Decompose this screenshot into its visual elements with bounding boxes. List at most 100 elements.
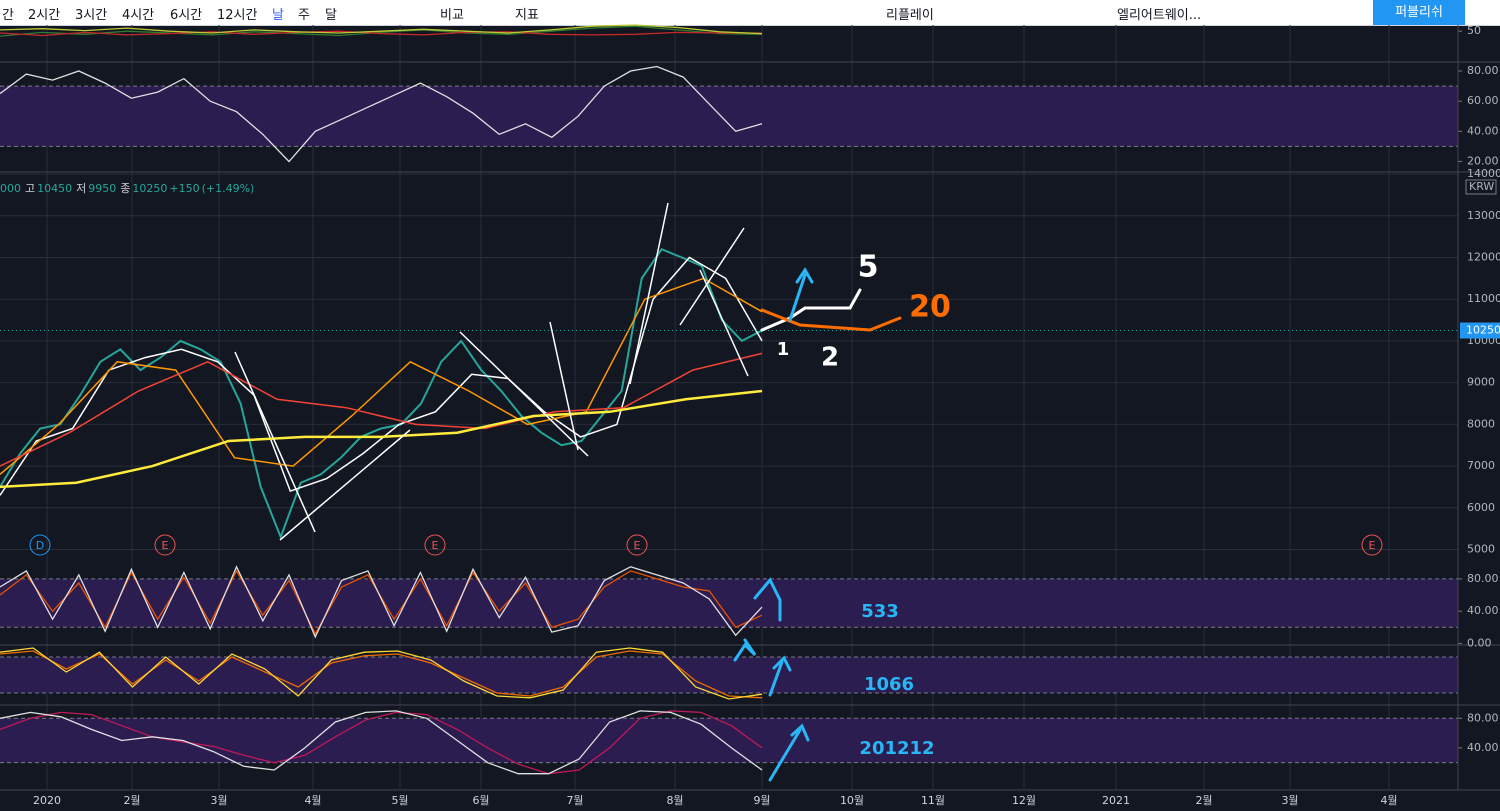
annotation: 2 — [821, 343, 839, 373]
last-price-label: 10250 — [1466, 324, 1500, 337]
y-tick-label: 7000 — [1467, 459, 1495, 472]
event-label: E — [634, 539, 641, 552]
drawing — [760, 308, 902, 332]
x-tick-label: 6월 — [472, 794, 489, 807]
x-tick-label: 8월 — [666, 794, 683, 807]
series-line — [0, 25, 763, 37]
y-tick-label: 11000 — [1467, 292, 1500, 305]
currency: KRW — [1469, 180, 1494, 193]
x-tick-label: 10월 — [840, 794, 864, 807]
annotation: 533 — [861, 601, 899, 622]
y-tick-label: 80.00 — [1467, 711, 1499, 724]
interval[interactable]: 간 — [2, 8, 14, 23]
ohlc-header: 000 고 10450 저 9950 종 10250 +150 (+1.49%) — [0, 182, 254, 195]
series-line — [0, 389, 763, 489]
interval[interactable]: 12시간 — [217, 8, 258, 23]
annotation: 20 — [909, 290, 951, 325]
trend-line — [459, 331, 589, 457]
event-label: D — [36, 539, 44, 552]
ohlc-high_label: 고 — [25, 182, 35, 195]
event-label: E — [162, 539, 169, 552]
ohlc-high: 10450 — [37, 182, 72, 195]
event-label: E — [1369, 539, 1376, 552]
ohlc-change: +150 — [169, 182, 199, 195]
band — [0, 657, 1458, 693]
interval[interactable]: 6시간 — [170, 8, 203, 23]
annotation: 1066 — [864, 674, 914, 695]
drawing — [733, 638, 757, 662]
series-line — [0, 647, 763, 700]
drawing — [768, 655, 792, 697]
replay[interactable]: 리플레이 — [886, 8, 934, 23]
ohlc-low_label: 저 — [76, 182, 86, 195]
event-marker — [154, 534, 176, 556]
y-tick-label: 40.00 — [1467, 604, 1499, 617]
ohlc-prefix: 000 — [0, 182, 21, 195]
x-tick-label: 2월 — [123, 794, 140, 807]
interval[interactable]: 달 — [325, 8, 337, 23]
interval[interactable]: 4시간 — [122, 8, 155, 23]
series-line — [0, 710, 763, 775]
trend-line — [699, 269, 749, 377]
y-tick-label: 40.00 — [1467, 741, 1499, 754]
series-line — [0, 30, 762, 37]
y-tick-label: 80.00 — [1467, 64, 1499, 77]
interval[interactable]: 3시간 — [75, 8, 108, 23]
x-tick-label: 4월 — [304, 794, 321, 807]
interval[interactable]: 2시간 — [28, 8, 61, 23]
last-price-box — [1460, 322, 1500, 339]
x-tick-label: 3월 — [1281, 794, 1298, 807]
ohlc-low: 9950 — [88, 182, 116, 195]
x-tick-label: 11월 — [921, 794, 945, 807]
y-tick-label: 50 — [1467, 24, 1481, 37]
interval[interactable]: 날 — [272, 8, 284, 23]
y-tick-label: 12000 — [1467, 251, 1500, 264]
drawing — [753, 577, 782, 622]
series-line — [0, 565, 763, 639]
event-marker — [1361, 534, 1383, 556]
drawing — [768, 723, 810, 782]
series-line — [0, 256, 763, 496]
trend-line — [234, 351, 316, 533]
compare[interactable]: 비교 — [440, 8, 464, 23]
x-tick-label: 4월 — [1380, 794, 1397, 807]
trend-line — [279, 429, 411, 541]
event-marker — [626, 534, 648, 556]
y-tick-label: 5000 — [1467, 542, 1495, 555]
band — [0, 578, 1458, 628]
series-line — [0, 65, 763, 163]
x-tick-label: 2월 — [1195, 794, 1212, 807]
band — [0, 86, 1458, 147]
series-line — [0, 247, 763, 540]
publish-label[interactable]: 퍼블리쉬 — [1395, 5, 1443, 20]
y-tick-label: 9000 — [1467, 376, 1495, 389]
x-tick-label: 2021 — [1102, 794, 1130, 807]
y-tick-label: 13000 — [1467, 209, 1500, 222]
y-tick-label: 80.00 — [1467, 572, 1499, 585]
y-tick-label: 6000 — [1467, 501, 1495, 514]
publish-button[interactable]: 퍼블리쉬 — [1373, 0, 1465, 25]
interval[interactable]: 주 — [298, 8, 310, 23]
currency-box — [1465, 179, 1497, 195]
ohlc-change_pct: (+1.49%) — [202, 182, 255, 195]
annotation: 201212 — [859, 738, 934, 759]
y-tick-label: 20.00 — [1467, 154, 1499, 167]
x-tick-label: 3월 — [210, 794, 227, 807]
trend-line — [549, 321, 579, 451]
series-line — [0, 277, 763, 475]
drawing — [760, 288, 862, 332]
series-line — [0, 352, 763, 467]
indicators[interactable]: 지표 — [515, 8, 539, 23]
trend-line — [629, 202, 669, 385]
event-marker — [424, 534, 446, 556]
series-line — [0, 650, 763, 699]
trend-line — [679, 227, 745, 326]
x-tick-label: 5월 — [391, 794, 408, 807]
layout-name[interactable]: 엘리어트웨이... — [1117, 8, 1202, 23]
y-tick-label: 40.00 — [1467, 124, 1499, 137]
x-tick-label: 2020 — [33, 794, 61, 807]
series-line — [0, 710, 763, 775]
toolbar: 간 2시간 3시간 4시간 6시간 12시간 날 주 달 비교 지표 리플레이 … — [0, 0, 1500, 26]
